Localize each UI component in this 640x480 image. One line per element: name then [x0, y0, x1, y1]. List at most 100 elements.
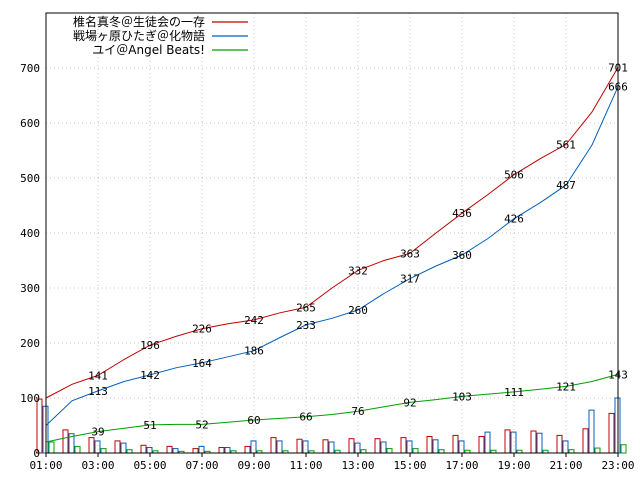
x-tick-label: 21:00: [549, 459, 582, 472]
hourly-bar: [192, 448, 199, 454]
x-tick-label: 15:00: [393, 459, 426, 472]
series-line: [45, 373, 619, 443]
data-label: 233: [296, 319, 316, 332]
data-label: 113: [88, 385, 108, 398]
hourly-bar: [406, 440, 413, 454]
y-tick-label: 0: [33, 447, 40, 460]
hourly-bar: [36, 398, 43, 454]
grid: [45, 13, 619, 453]
hourly-bar: [146, 447, 153, 454]
hourly-bar: [478, 436, 485, 454]
hourly-bar: [412, 448, 419, 454]
y-tick-label: 200: [20, 337, 40, 350]
hourly-bar: [322, 439, 329, 454]
x-tick-label: 11:00: [289, 459, 322, 472]
hourly-bar: [582, 428, 589, 454]
data-label: 141: [88, 369, 108, 382]
hourly-bar: [296, 438, 303, 454]
data-label: 561: [556, 138, 576, 151]
data-label: 265: [296, 301, 316, 314]
hourly-bar: [400, 437, 407, 454]
data-label: 196: [140, 339, 160, 352]
hourly-bar: [536, 432, 543, 454]
hourly-bar: [348, 438, 355, 454]
y-tick-label: 600: [20, 117, 40, 130]
x-tick-label: 09:00: [237, 459, 270, 472]
x-tick-label: 19:00: [497, 459, 530, 472]
data-label: 363: [400, 247, 420, 260]
hourly-bar: [224, 447, 231, 454]
hourly-bar: [426, 436, 433, 454]
y-tick-label: 700: [20, 62, 40, 75]
data-label: 121: [556, 380, 576, 393]
y-tick-label: 300: [20, 282, 40, 295]
data-label: 360: [452, 249, 472, 262]
hourly-bar: [172, 448, 179, 454]
hourly-bar: [354, 442, 361, 454]
data-labels: 1411962262422653323634365065617011131421…: [88, 61, 628, 438]
data-label: 92: [403, 396, 416, 409]
hourly-bar: [562, 440, 569, 454]
x-tick-label: 05:00: [133, 459, 166, 472]
hourly-bar: [94, 440, 101, 454]
hourly-bar: [594, 447, 601, 454]
data-label: 487: [556, 179, 576, 192]
hourly-bar: [452, 434, 459, 454]
hourly-bar: [588, 409, 595, 454]
data-label: 60: [247, 414, 260, 427]
y-tick-label: 400: [20, 227, 40, 240]
data-label: 317: [400, 273, 420, 286]
data-label: 242: [244, 314, 264, 327]
x-tick-label: 23:00: [601, 459, 634, 472]
hourly-bar: [458, 440, 465, 454]
data-label: 52: [195, 418, 208, 431]
hourly-bar: [620, 444, 627, 454]
hourly-bar: [48, 441, 55, 454]
hourly-bar: [74, 445, 81, 454]
hourly-bar: [484, 431, 491, 454]
hourly-bar: [62, 429, 69, 454]
x-tick-label: 01:00: [29, 459, 62, 472]
hourly-bars: [36, 397, 627, 454]
data-label: 103: [452, 390, 472, 403]
data-label: 111: [504, 386, 524, 399]
data-label: 164: [192, 357, 212, 370]
hourly-bar: [302, 440, 309, 454]
x-tick-label: 07:00: [185, 459, 218, 472]
hourly-bar: [504, 429, 511, 454]
data-label: 39: [91, 426, 104, 439]
hourly-bar: [530, 430, 537, 454]
hourly-bar: [432, 439, 439, 454]
hourly-bar: [88, 437, 95, 454]
data-label: 186: [244, 345, 264, 358]
y-tick-label: 100: [20, 392, 40, 405]
plot-frame: [45, 12, 619, 454]
series-line: [45, 67, 619, 399]
legend-entry-label: 戦場ヶ原ひたぎ＠化物語: [73, 28, 205, 43]
data-label: 66: [299, 411, 312, 424]
data-label: 51: [143, 419, 156, 432]
series-lines: [45, 67, 619, 443]
x-tick-label: 03:00: [81, 459, 114, 472]
x-tick-label: 17:00: [445, 459, 478, 472]
hourly-bar: [270, 437, 277, 454]
axes: 0 100 200 300 400 500 600 700 01:00 03:00 05:00 07:…: [20, 12, 635, 472]
data-label: 142: [140, 369, 160, 382]
hourly-bar: [100, 448, 107, 454]
hourly-bar: [250, 440, 257, 454]
legend-entry-label: ユイ＠Angel Beats!: [92, 43, 205, 57]
hourly-bar: [328, 441, 335, 454]
hourly-bar: [218, 447, 225, 454]
hourly-bar: [374, 438, 381, 454]
data-label: 226: [192, 323, 212, 336]
data-label: 332: [348, 264, 368, 277]
data-label: 76: [351, 405, 364, 418]
legend-entry-label: 椎名真冬＠生徒会の一存: [73, 14, 205, 29]
hourly-bar: [386, 448, 393, 454]
x-tick-label: 13:00: [341, 459, 374, 472]
hourly-bar: [140, 444, 147, 454]
hourly-bar: [380, 441, 387, 454]
hourly-bar: [114, 440, 121, 454]
